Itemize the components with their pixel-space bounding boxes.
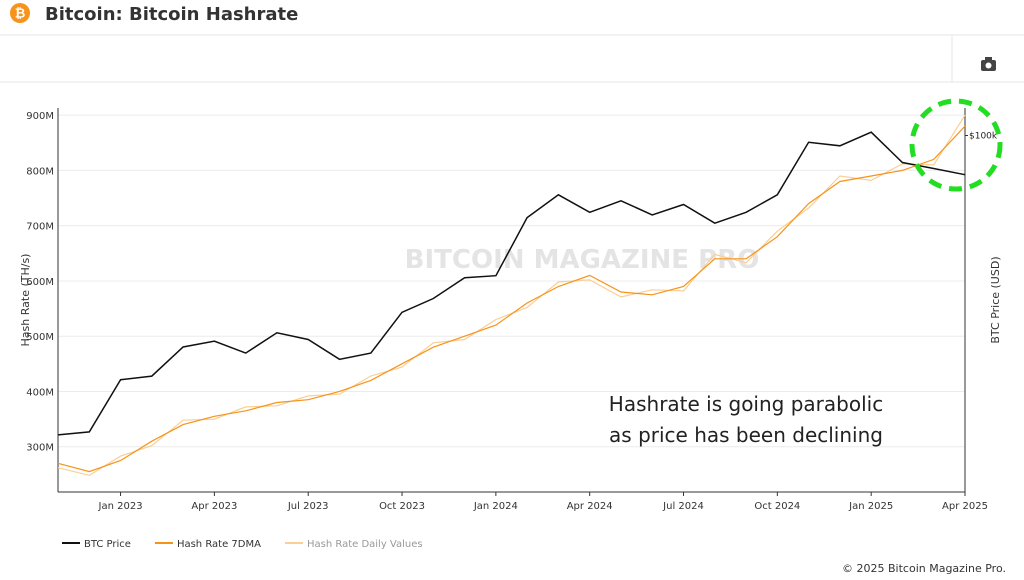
legend-label: BTC Price	[84, 539, 131, 550]
bitcoin-icon-glyph: ₿	[15, 7, 26, 22]
y-tick-label: 600M	[26, 277, 54, 288]
y-tick-label: 900M	[26, 111, 54, 122]
x-tick-label: Jan 2025	[848, 501, 893, 512]
camera-button[interactable]	[981, 57, 996, 71]
x-tick-label: Oct 2023	[379, 501, 425, 512]
x-tick-label: Jul 2024	[662, 501, 704, 512]
camera-top	[985, 57, 992, 61]
x-tick-label: Apr 2023	[191, 501, 237, 512]
highlight-circle	[909, 98, 1003, 192]
y-axis-title: Hash Rate (TH/s)	[19, 254, 32, 347]
x-tick-label: Oct 2024	[754, 501, 800, 512]
legend-label: Hash Rate 7DMA	[177, 539, 261, 550]
x-tick-label: Jul 2023	[287, 501, 329, 512]
x-tick-label: Apr 2025	[942, 501, 988, 512]
series-line	[57, 125, 966, 473]
chart-title: Bitcoin: Bitcoin Hashrate	[45, 4, 298, 25]
y2-axis-title: BTC Price (USD)	[989, 256, 1002, 343]
y-tick-label: 800M	[26, 166, 54, 177]
y2-tick-label: $100k	[969, 132, 998, 142]
y-tick-label: 500M	[26, 332, 54, 343]
footer: © 2025 Bitcoin Magazine Pro.	[842, 562, 1006, 575]
legend-label: Hash Rate Daily Values	[307, 539, 423, 550]
bitcoin-icon	[10, 3, 30, 23]
y-tick-label: 700M	[26, 222, 54, 233]
camera-lens	[985, 62, 992, 69]
x-tick-label: Jan 2023	[98, 501, 143, 512]
x-tick-label: Jan 2024	[473, 501, 518, 512]
series-line	[57, 131, 966, 436]
annotation: as price has been declining	[609, 423, 883, 447]
annotation: Hashrate is going parabolic	[609, 392, 883, 416]
y-tick-label: 400M	[26, 387, 54, 398]
x-tick-label: Apr 2024	[567, 501, 613, 512]
y-tick-label: 300M	[26, 443, 54, 454]
watermark: BITCOIN MAGAZINE PRO	[405, 245, 760, 275]
